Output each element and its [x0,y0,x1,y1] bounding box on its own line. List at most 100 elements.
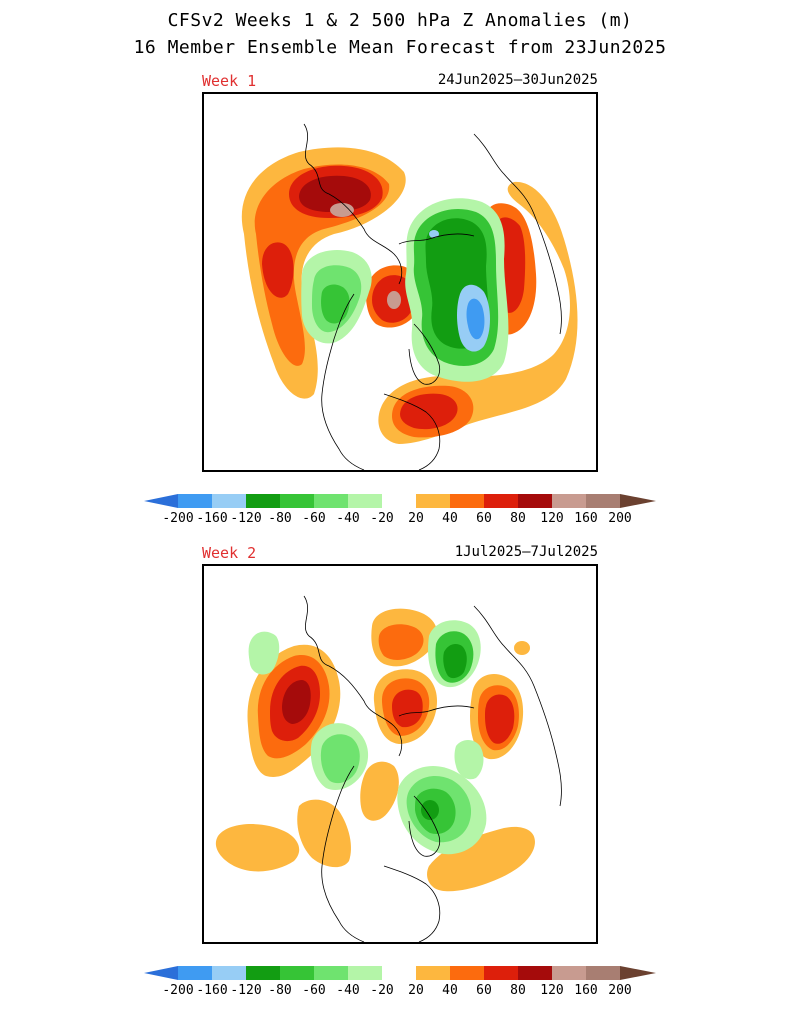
colorbar-swatch [416,494,450,508]
colorbar-tick-label: -40 [336,511,359,526]
colorbar-swatch [416,966,450,980]
colorbar-swatch [484,494,518,508]
coastline-asia-east [303,123,403,285]
colorbar-swatch [518,494,552,508]
colorbar-swatch [518,966,552,980]
colorbar-tick-label: 120 [540,511,563,526]
week-1-date-range: 24Jun2025–30Jun2025 [437,72,598,88]
central-pacific-high-80 [262,242,294,298]
colorbar-week-1: -200 -160 -120 -80 -60 -40 -20 20 40 60 80 120 160 20… [0,492,800,528]
chart-subtitle: 16 Member Ensemble Mean Forecast from 23… [133,37,667,58]
colorbar-tick-label: 80 [510,983,526,998]
bering-trough-80 [321,284,350,324]
colorbar-swatch [382,966,416,980]
colorbar-week-2-svg: -200 -160 -120 -80 -60 -40 -20 20 40 60 80 120 160 20… [144,966,656,998]
colorbar-tick-label: 20 [408,983,424,998]
colorbar-swatch [246,494,280,508]
coastline-europe [473,605,562,807]
week-1-label: Week 1 [202,72,257,90]
colorbar-tick-label: -40 [336,983,359,998]
colorbar-swatch [212,966,246,980]
coastline-asia-east [303,595,403,757]
colorbar-swatch [280,494,314,508]
polar-high-160 [387,291,401,309]
canada-trough-core [421,800,439,820]
colorbar-swatch [552,966,586,980]
coastline-europe [473,133,562,335]
colorbar-swatch [314,494,348,508]
coastline-arctic [398,233,475,245]
colorbar-tick-label: -20 [370,511,393,526]
colorbar-arrow-low [144,966,178,980]
alaska-high-160 [330,203,354,217]
colorbar-tick-label: -80 [268,511,291,526]
panel-week-2: Week 2 1Jul2025–7Jul2025 [0,542,800,1012]
week-1-map [202,92,598,472]
colorbar-swatch [382,494,416,508]
bering-trough-60 [320,734,360,784]
europe-trough-20 [454,740,484,780]
colorbar-swatch [450,494,484,508]
negative-anomaly-regions [248,620,487,855]
coastlines [303,595,562,942]
week-2-map [202,564,598,944]
negative-anomaly-regions [301,198,509,382]
colorbar-arrow-low [144,494,178,508]
colorbar-tick-label: 60 [476,511,492,526]
colorbar-tick-label: 60 [476,983,492,998]
colorbar-swatch [246,966,280,980]
siberia-trough-80 [443,644,467,679]
colorbar-swatch [586,494,620,508]
colorbar-tick-label: 160 [574,983,597,998]
siberia-trough-160 [466,298,485,340]
positive-anomaly-regions [241,147,578,444]
coastline-north-america-east [383,393,441,470]
colorbar-swatch [552,494,586,508]
europe-high-80 [485,694,515,744]
colorbar-tick-label: -120 [230,983,261,998]
polar-high-80 [392,689,423,728]
colorbar-swatch [178,494,212,508]
arctic-ridge-40 [378,624,424,660]
coastline-north-america-west [321,765,365,942]
colorbar-tick-label: -20 [370,983,393,998]
positive-anomaly-regions [215,608,535,892]
colorbar-tick-label: 120 [540,983,563,998]
colorbar-tick-label: -160 [196,983,227,998]
colorbar-swatch [314,966,348,980]
week-2-anomaly-map-svg [215,595,562,942]
colorbar-swatch [586,966,620,980]
colorbar-swatch [212,494,246,508]
colorbar-tick-label: 160 [574,511,597,526]
colorbar-arrow-high [620,494,656,508]
arctic-small-blue [429,230,439,238]
alaska-high-120 [299,175,371,212]
colorbar-swatch [450,966,484,980]
colorbar-tick-label: 200 [608,983,631,998]
colorbar-swatch [178,966,212,980]
chart-title: CFSv2 Weeks 1 & 2 500 hPa Z Anomalies (m… [167,10,633,31]
colorbar-tick-label: -60 [302,511,325,526]
week-2-date-range: 1Jul2025–7Jul2025 [454,544,598,560]
week-1-anomaly-map-svg [241,123,578,470]
week-2-label: Week 2 [202,544,257,562]
coastline-greenland [408,323,441,385]
west-coast-high-20 [297,799,351,868]
coastline-north-america-west [321,293,365,470]
colorbar-swatch [484,966,518,980]
coastlines [303,123,562,470]
mid-ridge-20 [360,761,399,821]
asia-small-high [514,641,530,655]
colorbar-arrow-high [620,966,656,980]
alaska-ridge-120 [282,680,311,724]
canada-atlantic-ridge-20 [378,181,578,444]
coastline-greenland [408,795,441,857]
panel-week-1: Week 1 24Jun2025–30Jun2025 [0,70,800,540]
colorbar-tick-label: -200 [162,983,193,998]
colorbar-tick-label: -80 [268,983,291,998]
atlantic-ridge-20 [427,826,535,892]
pacific-high-20 [215,824,300,872]
colorbar-tick-label: -160 [196,511,227,526]
colorbar-tick-label: -120 [230,511,261,526]
colorbar-tick-label: 200 [608,511,631,526]
